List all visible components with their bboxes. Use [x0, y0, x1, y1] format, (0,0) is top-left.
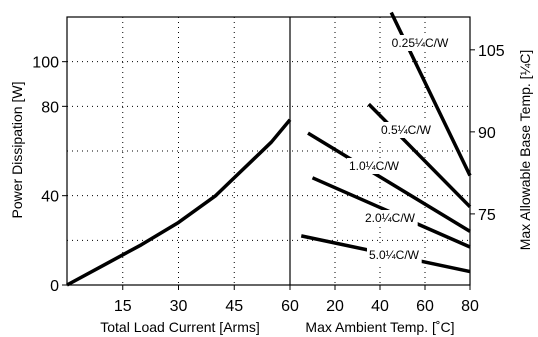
- curve-label-layer: 0.25¼C/W 0.5¼C/W 1.0¼C/W 2.0¼C/W 5.0¼C/W: [346, 35, 452, 263]
- thermal-resistance-label-bg: [378, 122, 434, 138]
- right-y-tick-label: 105: [478, 43, 505, 60]
- right-y-tick-label: 75: [478, 207, 496, 224]
- power-dissipation-curve: [66, 118, 292, 287]
- left-x-tick-label: 60: [281, 298, 299, 315]
- thermal-resistance-line: [367, 102, 472, 209]
- left-x-tick-label: 30: [170, 298, 188, 315]
- right-x-tick-label: 40: [371, 298, 389, 315]
- thermal-resistance-label-bg: [362, 210, 418, 226]
- left-y-tick-label: 80: [41, 99, 59, 116]
- left-x-tick-label: 45: [225, 298, 243, 315]
- thermal-resistance-label-bg: [366, 247, 422, 263]
- left-y-tick-label: 40: [41, 189, 59, 206]
- grid-layer: [67, 17, 470, 285]
- left-x-tick-label: 15: [114, 298, 132, 315]
- thermal-resistance-label: 0.25¼C/W: [392, 36, 449, 50]
- thermal-resistance-label: 0.5¼C/W: [381, 123, 432, 137]
- thermal-resistance-label: 2.0¼C/W: [365, 211, 416, 225]
- thermal-resistance-label-bg: [346, 158, 402, 174]
- right-x-tick-label: 20: [326, 298, 344, 315]
- left-y-tick-label: 0: [50, 278, 59, 295]
- left-y-tick-label: 100: [32, 55, 59, 72]
- right-x-tick-label: 80: [461, 298, 479, 315]
- left-y-axis-title: Power Dissipation [W]: [9, 82, 25, 219]
- thermal-resistance-label: 5.0¼C/W: [369, 248, 420, 262]
- plot-border: [66, 16, 471, 286]
- right-x-tick-label: 60: [416, 298, 434, 315]
- right-y-tick-label: 90: [478, 125, 496, 142]
- plot-frame: [66, 16, 471, 286]
- thermal-resistance-line: [307, 131, 471, 233]
- thermal-resistance-label: 1.0¼C/W: [349, 159, 400, 173]
- left-x-axis-title: Total Load Current [Arms]: [100, 319, 260, 335]
- tick-label-layer: 15 30 45 60 0 40 80 100 20 40 60 80 75 90 105: [32, 43, 505, 315]
- thermal-resistance-label-bg: [389, 35, 452, 51]
- series-layer: [66, 11, 472, 287]
- right-x-axis-title: Max Ambient Temp. [˚C]: [305, 319, 454, 335]
- right-y-axis-title: Max Allowable Base Temp. [¼C]: [517, 50, 533, 251]
